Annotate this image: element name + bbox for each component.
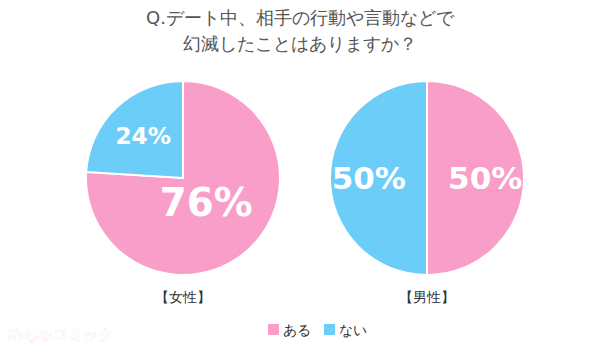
legend: ある ない [268,322,367,338]
pie-slice [427,81,524,275]
data-label: 50% [332,160,406,196]
pie-name: 【女性】 [155,289,211,305]
legend-label: ない [339,322,367,338]
legend-swatch [268,324,279,335]
pie-group: 76% 24% [86,81,280,275]
pie-group: 50% 50% [330,81,524,275]
data-label: 24% [115,122,171,149]
title: Q.デート中、相手の行動や言動などで幻滅したことはありますか？ [146,7,455,54]
legend-item: ない [324,322,367,338]
legend-label: ある [283,322,311,338]
chart-root: Q.デート中、相手の行動や言動などで幻滅したことはありますか？ 76% 24% 【女性… [0,0,600,354]
legend-item: ある [268,322,311,338]
pie-slice [86,81,280,275]
pie-slice [330,81,427,275]
legend-swatch [324,324,335,335]
source-logo: めちゃコミック [8,326,113,344]
data-label: 50% [448,160,522,196]
pie-name: 【男性】 [399,289,455,305]
data-label: 76% [160,180,253,225]
pie-slice [86,81,183,178]
